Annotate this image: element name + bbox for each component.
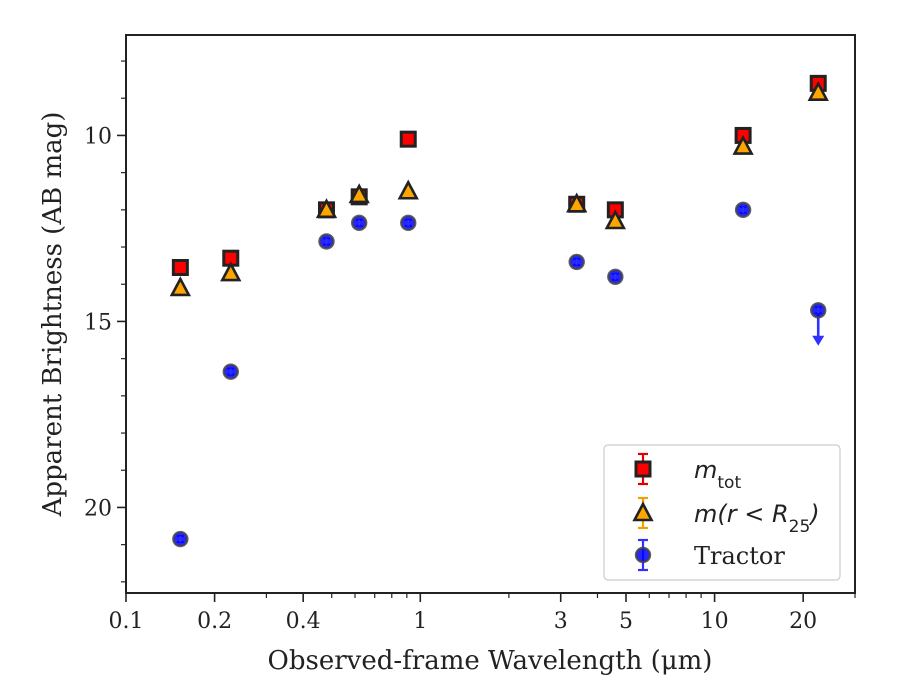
data-point-m-r25 xyxy=(566,192,588,213)
legend-label: Tractor xyxy=(694,542,785,570)
x-axis-label: Observed-frame Wavelength (μm) xyxy=(268,646,713,676)
legend-marker-m-r25 xyxy=(632,501,654,522)
x-tick-label: 0.4 xyxy=(286,609,321,634)
x-tick-label: 5 xyxy=(619,609,633,634)
legend-item-mtot: mtot xyxy=(634,452,741,493)
y-tick-label: 15 xyxy=(84,310,112,335)
data-point-m-r25 xyxy=(169,276,192,297)
x-tick-label: 0.1 xyxy=(109,609,144,634)
data-point-m-r25 xyxy=(732,134,754,155)
data-point-mtot xyxy=(171,259,189,276)
legend-box xyxy=(603,444,841,581)
x-tick-label: 0.2 xyxy=(197,609,232,634)
legend-marker-mtot xyxy=(634,460,652,478)
axis-ticks: 0.1 0.2 0.4 1 3 5 10 20 10 15 20 xyxy=(84,60,856,634)
series-tractor xyxy=(172,201,827,548)
x-tick-label: 1 xyxy=(413,609,427,634)
y-axis-label: Apparent Brightness (AB mag) xyxy=(38,112,68,518)
data-point-m-r25 xyxy=(397,179,419,200)
legend-label: m(r < R25) xyxy=(694,500,820,537)
legend-item-m-r25: m(r < R25) xyxy=(632,496,820,537)
x-tick-label: 10 xyxy=(701,609,729,634)
y-tick-label: 10 xyxy=(84,124,112,149)
legend-marker-tractor xyxy=(634,546,652,564)
y-tick-label: 20 xyxy=(84,496,112,521)
x-tick-label: 3 xyxy=(554,609,568,634)
series-m-r25 xyxy=(169,80,829,297)
data-marks xyxy=(169,74,829,548)
plot-frame xyxy=(125,34,856,594)
data-point-m-r25 xyxy=(315,198,338,219)
data-point-m-r25 xyxy=(604,209,627,230)
data-point-mtot xyxy=(399,130,417,148)
data-point-m-r25 xyxy=(348,183,370,204)
x-tick-label: 20 xyxy=(789,609,817,634)
legend: mtot m(r < R25) Tractor xyxy=(603,444,841,581)
series-mtot xyxy=(171,74,827,276)
data-point-m-r25 xyxy=(807,80,829,101)
data-point-m-r25 xyxy=(220,261,242,282)
legend-label: mtot xyxy=(694,456,741,493)
legend-item-tractor: Tractor xyxy=(634,538,785,572)
upper-limit-arrowhead xyxy=(812,335,825,346)
